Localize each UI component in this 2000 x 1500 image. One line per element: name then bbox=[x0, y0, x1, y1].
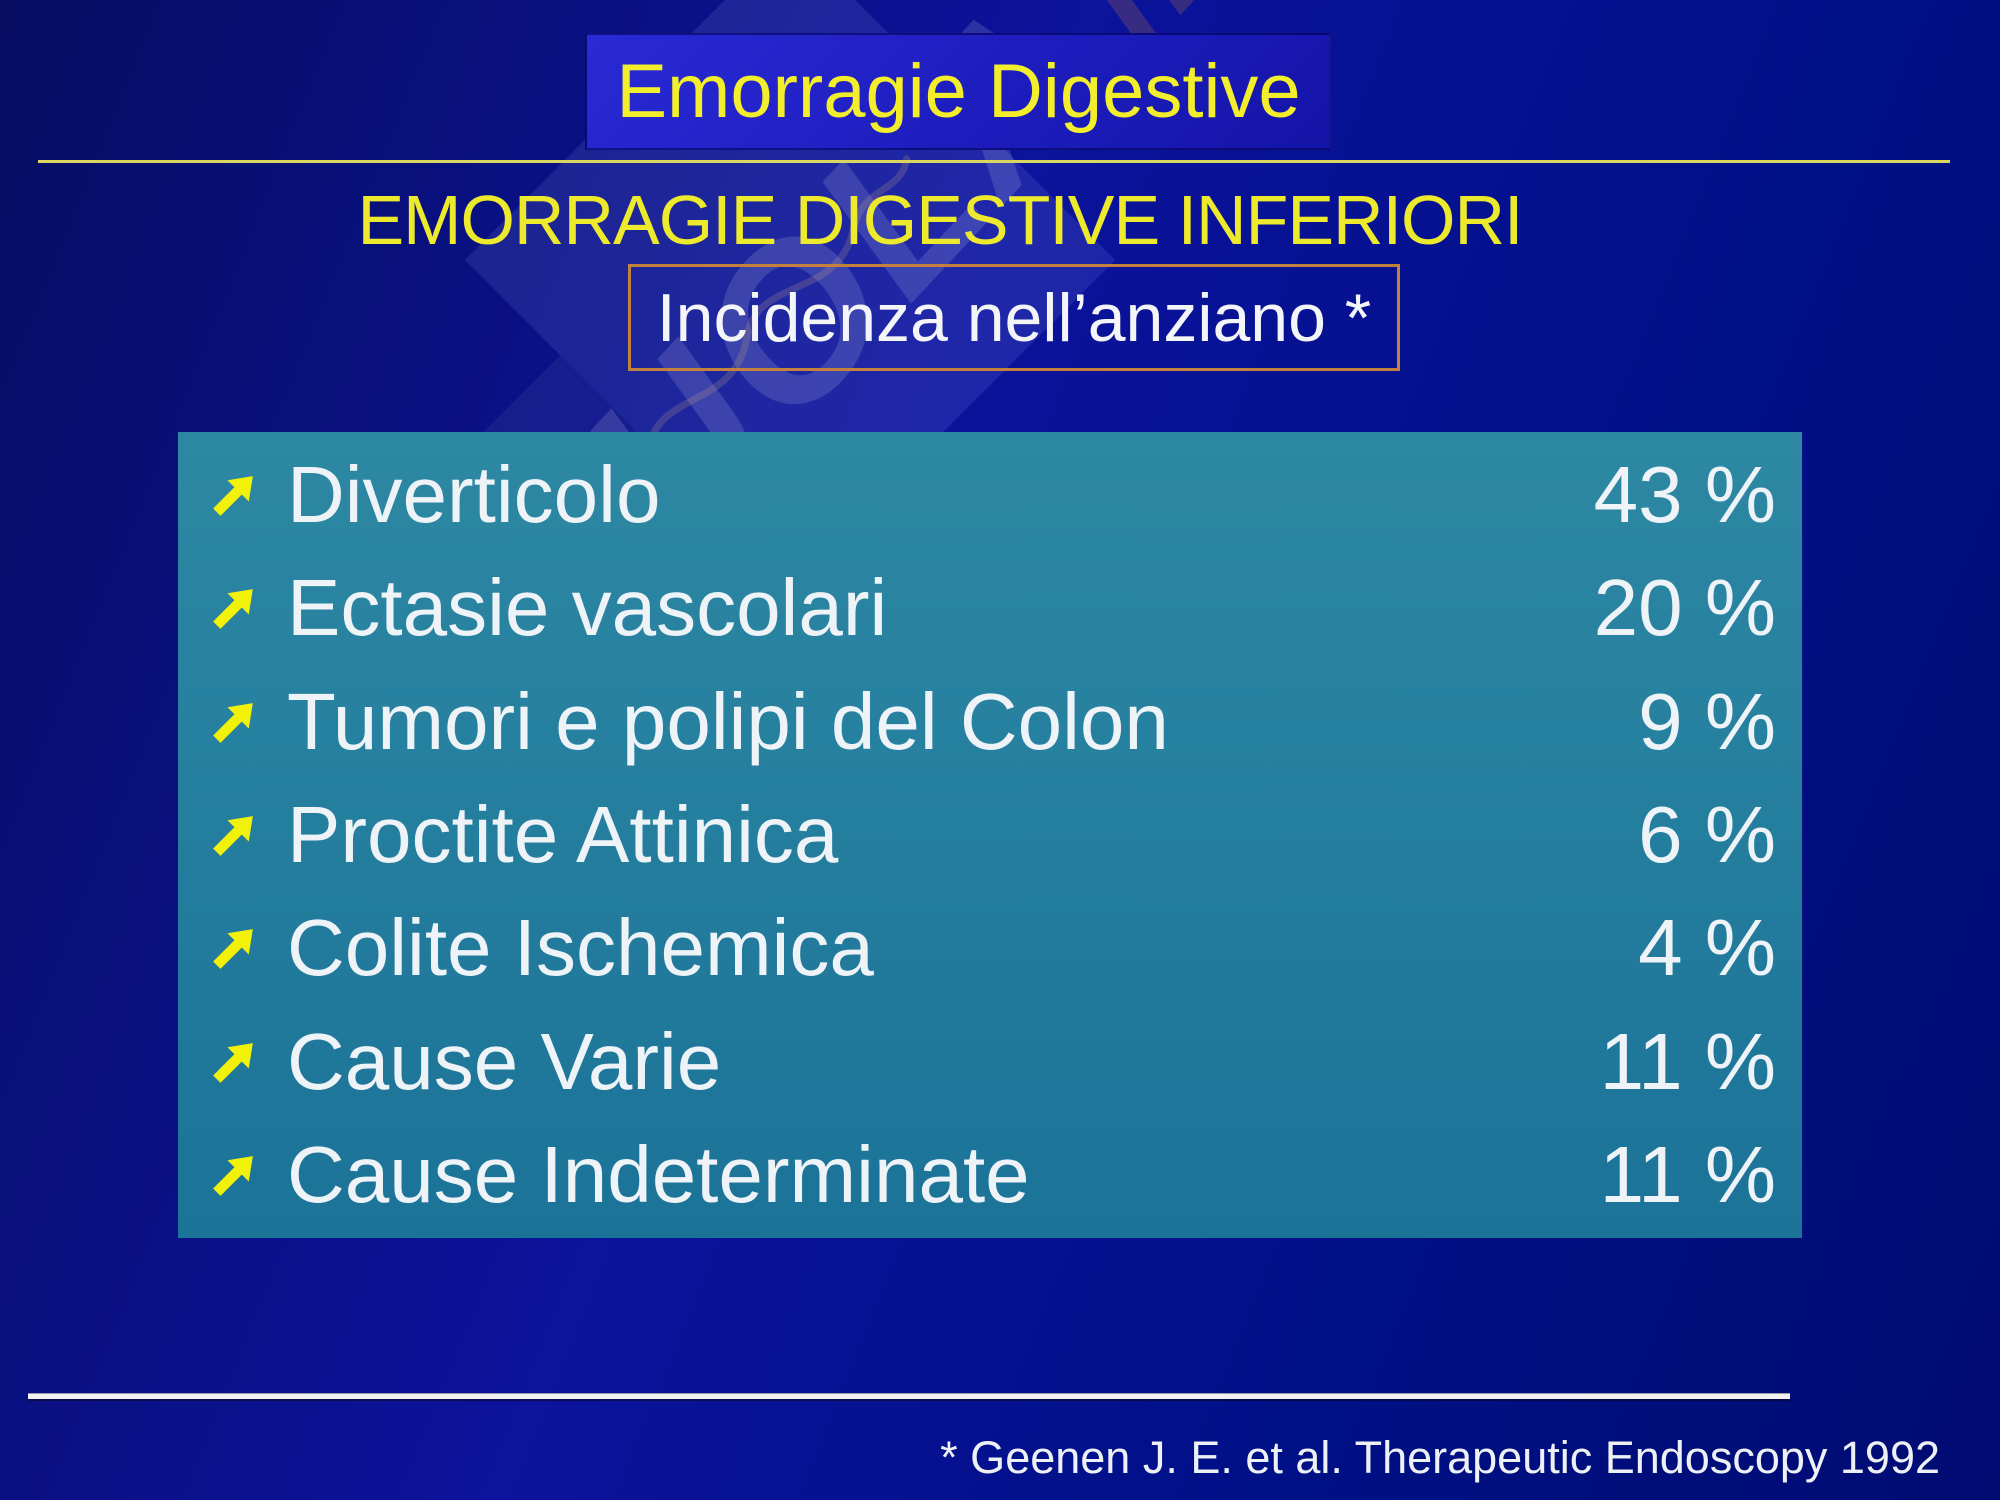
northeast-arrow-icon bbox=[213, 475, 253, 516]
cause-label: Proctite Attinica bbox=[287, 789, 839, 879]
northeast-arrow-icon bbox=[213, 1042, 253, 1083]
section-heading: EMORRAGIE DIGESTIVE INFERIORI bbox=[357, 181, 1523, 259]
table-row: Colite Ischemica 4 % bbox=[178, 892, 1802, 1005]
percentage-value: 9 % bbox=[1638, 676, 1776, 766]
cause-label: Ectasie vascolari bbox=[287, 563, 888, 653]
table-row: Diverticolo 43 % bbox=[178, 438, 1802, 551]
cause-label: Cause Indeterminate bbox=[287, 1130, 1030, 1220]
citation-footnote: * Geenen J. E. et al. Therapeutic Endosc… bbox=[940, 1432, 1940, 1483]
percentage-value: 4 % bbox=[1638, 903, 1776, 993]
cause-label: Colite Ischemica bbox=[287, 903, 874, 993]
subtitle-box: Incidenza nell’anziano * bbox=[628, 264, 1400, 371]
table-row: Ectasie vascolari 20 % bbox=[178, 551, 1802, 664]
table-row: Proctite Attinica 6 % bbox=[178, 778, 1802, 891]
percentage-value: 43 % bbox=[1593, 449, 1776, 539]
table-row: Cause Varie 11 % bbox=[178, 1005, 1802, 1118]
slide-title-box: Emorragie Digestive bbox=[585, 33, 1332, 150]
subtitle-text: Incidenza nell’anziano * bbox=[656, 279, 1372, 356]
percentage-value: 11 % bbox=[1599, 1016, 1776, 1106]
slide-title: Emorragie Digestive bbox=[616, 49, 1301, 134]
table-row: Tumori e polipi del Colon 9 % bbox=[178, 665, 1802, 778]
percentage-value: 20 % bbox=[1593, 563, 1776, 653]
northeast-arrow-icon bbox=[213, 702, 253, 743]
northeast-arrow-icon bbox=[213, 929, 253, 970]
percentage-value: 11 % bbox=[1599, 1130, 1776, 1220]
percentage-value: 6 % bbox=[1638, 789, 1776, 879]
header-divider-line bbox=[38, 160, 1950, 163]
northeast-arrow-icon bbox=[213, 816, 253, 856]
incidence-table: Diverticolo 43 % Ectasie vascolari 20 % … bbox=[178, 432, 1802, 1238]
northeast-arrow-icon bbox=[213, 589, 253, 630]
cause-label: Tumori e polipi del Colon bbox=[287, 676, 1169, 766]
table-row: Cause Indeterminate 11 % bbox=[178, 1119, 1802, 1232]
cause-label: Cause Varie bbox=[287, 1016, 722, 1106]
footer-divider-line bbox=[28, 1393, 1790, 1399]
cause-label: Diverticolo bbox=[287, 449, 661, 539]
northeast-arrow-icon bbox=[213, 1156, 253, 1197]
